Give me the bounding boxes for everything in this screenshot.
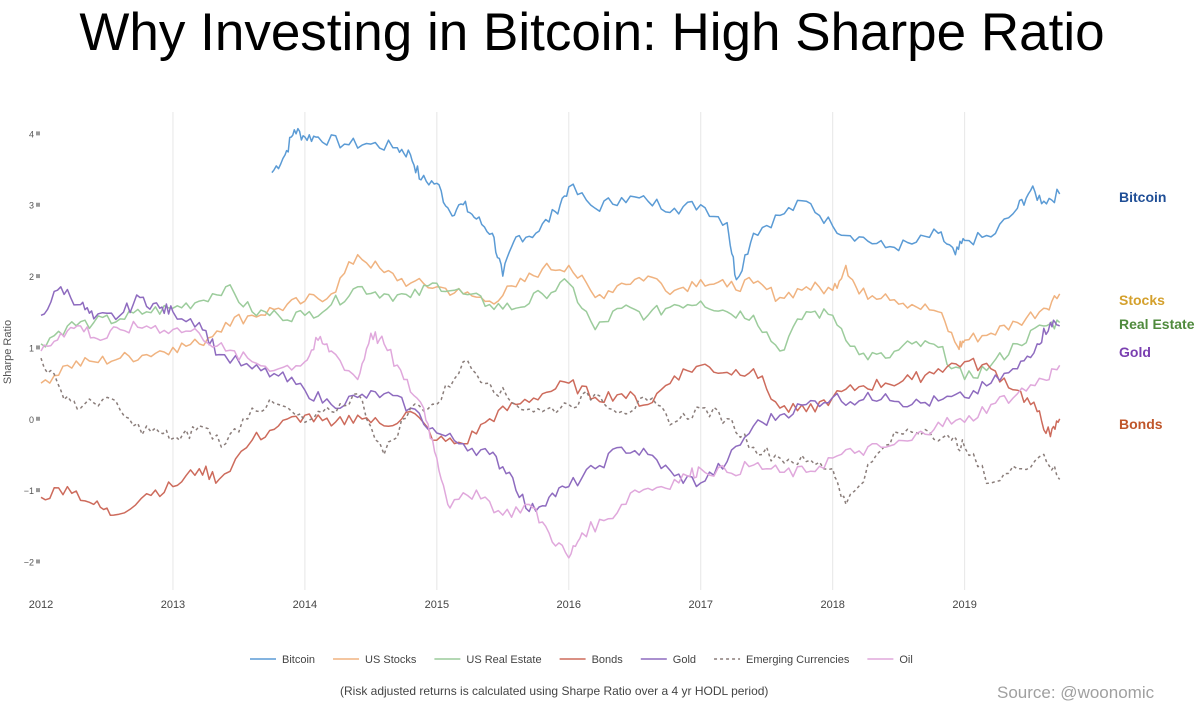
end-label-us-real-estate: Real Estate	[1119, 316, 1195, 332]
series-line-us-stocks	[40, 253, 1061, 384]
y-axis-label: Sharpe Ratio	[2, 320, 14, 384]
series-line-oil	[40, 320, 1061, 559]
y-tick-mark	[36, 559, 40, 564]
series-line-gold	[40, 286, 1061, 513]
x-tick-label: 2013	[161, 599, 185, 611]
y-tick-label: 2	[29, 272, 34, 282]
grid-layer	[172, 112, 966, 590]
series-line-emerging-currencies	[40, 357, 1061, 506]
y-tick-label: 0	[29, 415, 34, 425]
end-label-us-stocks: Stocks	[1119, 292, 1165, 308]
series-lines-layer	[40, 127, 1061, 559]
legend-item-label: US Stocks	[365, 654, 417, 666]
legend-item-label: Bonds	[592, 654, 624, 666]
end-labels-layer: Bitcoin Stocks Real Estate Bonds Gold	[1119, 189, 1195, 432]
legend-item-label: Bitcoin	[282, 654, 315, 666]
x-tick-label: 2017	[689, 599, 713, 611]
y-tick-label: 1	[29, 343, 34, 353]
end-label-bitcoin: Bitcoin	[1119, 189, 1166, 205]
end-label-gold: Gold	[1119, 344, 1151, 360]
y-tick-label: −2	[24, 557, 34, 567]
x-ticks-layer: 2012 2013 2014 2015 2016 2017 2018 2019	[29, 599, 977, 611]
legend-item-label: Gold	[673, 654, 696, 666]
y-tick-mark	[36, 131, 40, 136]
legend-item-label: US Real Estate	[466, 654, 541, 666]
series-line-bonds	[40, 357, 1061, 516]
y-tick-mark	[36, 416, 40, 421]
y-ticks-layer: −2 −1 0 1 2 3 4	[24, 129, 40, 567]
x-tick-label: 2012	[29, 599, 53, 611]
series-line-us-real-estate	[40, 278, 1061, 381]
x-tick-label: 2018	[820, 599, 844, 611]
y-tick-mark	[36, 274, 40, 279]
x-tick-label: 2016	[557, 599, 581, 611]
x-tick-label: 2019	[952, 599, 976, 611]
y-tick-label: −1	[24, 486, 34, 496]
x-tick-label: 2015	[425, 599, 449, 611]
legend-item-label: Emerging Currencies	[746, 654, 850, 666]
legend-item-label: Oil	[899, 654, 912, 666]
legend: Bitcoin US Stocks US Real Estate Bonds Gold E…	[250, 654, 913, 666]
y-tick-mark	[36, 345, 40, 350]
footnote: (Risk adjusted returns is calculated usi…	[340, 684, 769, 698]
y-tick-mark	[36, 488, 40, 493]
source-credit: Source: @woonomic	[997, 683, 1155, 702]
page-title: Why Investing in Bitcoin: High Sharpe Ra…	[79, 3, 1105, 62]
y-tick-mark	[36, 202, 40, 207]
y-tick-label: 4	[29, 129, 34, 139]
x-tick-label: 2014	[293, 599, 317, 611]
y-tick-label: 3	[29, 201, 34, 211]
end-label-bonds: Bonds	[1119, 416, 1163, 432]
series-line-bitcoin	[271, 127, 1061, 281]
